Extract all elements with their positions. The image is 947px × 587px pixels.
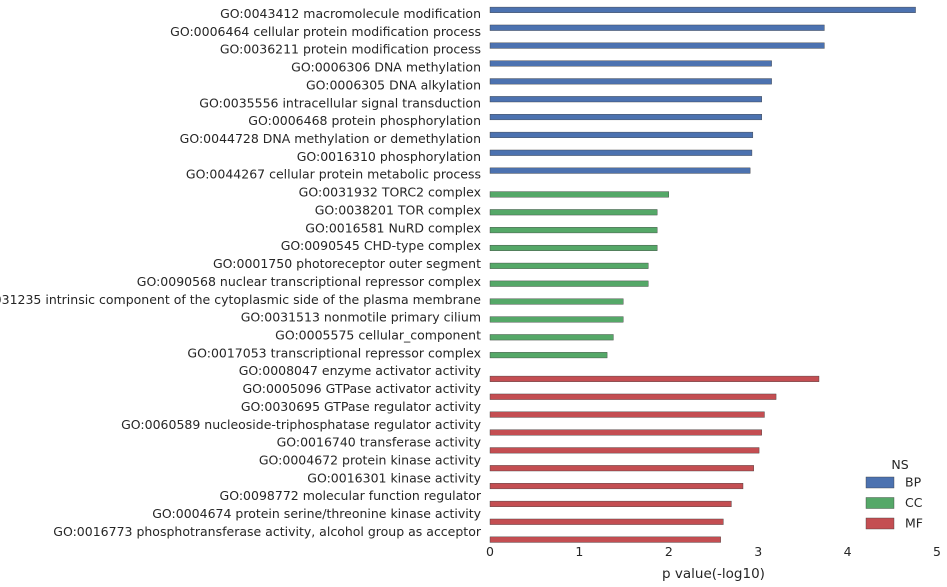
category-label: GO:0016773 phosphotransferase activity, …: [53, 524, 482, 539]
bar-bp: [489, 6, 916, 13]
bar-bp: [489, 42, 825, 49]
bar-bp: [489, 24, 825, 31]
bar-mf: [489, 518, 724, 525]
bar-bp: [489, 96, 762, 103]
category-label: GO:0017053 transcriptional repressor com…: [187, 345, 481, 360]
category-label: GO:0016301 kinase activity: [307, 470, 481, 485]
category-label: GO:0030695 GTPase regulator activity: [241, 399, 482, 414]
category-label: GO:0005096 GTPase activator activity: [242, 381, 481, 396]
bar-cc: [489, 262, 649, 269]
x-tick-label: 0: [486, 544, 494, 559]
x-tick-label: 1: [575, 544, 583, 559]
bar-cc: [489, 227, 658, 234]
bar-cc: [489, 352, 608, 359]
bar-mf: [489, 447, 760, 454]
bar-cc: [489, 280, 649, 287]
x-axis-title: p value(-log10): [662, 566, 765, 582]
bar-bp: [489, 60, 772, 67]
category-label: GO:0006468 protein phosphorylation: [248, 113, 481, 128]
category-label: GO:0060589 nucleoside-triphosphatase reg…: [121, 417, 481, 432]
category-label: GO:0098772 molecular function regulator: [220, 488, 482, 503]
bar-mf: [489, 429, 762, 436]
bar-cc: [489, 191, 670, 198]
category-label: GO:0036211 protein modification process: [220, 42, 481, 57]
bar-bp: [489, 78, 772, 85]
bars-group: [489, 6, 916, 543]
legend: NS BP CC MF: [865, 457, 923, 531]
legend-label-bp: BP: [905, 475, 922, 490]
category-label: GO:0006306 DNA methylation: [291, 60, 481, 75]
category-label: GO:0044728 DNA methylation or demethylat…: [180, 131, 481, 146]
category-label: GO:0038201 TOR complex: [315, 202, 481, 217]
bar-mf: [489, 375, 820, 382]
category-label: GO:0004674 protein serine/threonine kina…: [152, 506, 481, 521]
category-labels: GO:0043412 macromolecule modification GO:…: [0, 6, 482, 539]
legend-label-mf: MF: [905, 516, 923, 531]
category-label: GO:0004672 protein kinase activity: [259, 453, 482, 468]
category-label: GO:0031513 nonmotile primary cilium: [241, 310, 481, 325]
category-label: GO:0016740 transferase activity: [277, 435, 482, 450]
bar-mf: [489, 536, 721, 543]
legend-label-cc: CC: [905, 495, 923, 510]
category-label: GO:0006305 DNA alkylation: [306, 77, 481, 92]
bar-bp: [489, 167, 751, 174]
category-label: GO:0043412 macromolecule modification: [220, 6, 481, 21]
bar-cc: [489, 209, 658, 216]
category-label: GO:0005575 cellular_component: [275, 327, 481, 342]
category-label: GO:0090545 CHD-type complex: [281, 238, 481, 253]
bar-cc: [489, 298, 624, 305]
category-label: GO:0001750 photoreceptor outer segment: [213, 256, 481, 271]
x-axis-ticks: 0 1 2 3 4 5: [486, 544, 941, 559]
legend-swatch-cc: [865, 497, 895, 509]
bar-mf: [489, 500, 732, 507]
x-tick-label: 5: [933, 544, 941, 559]
legend-title: NS: [891, 457, 908, 472]
legend-swatch-bp: [865, 476, 895, 489]
legend-swatch-mf: [865, 517, 895, 530]
bar-cc: [489, 244, 658, 251]
bar-cc: [489, 316, 624, 323]
x-tick-label: 3: [754, 544, 762, 559]
x-tick-label: 4: [844, 544, 852, 559]
bar-mf: [489, 465, 754, 472]
category-label: GO:0035556 intracellular signal transduc…: [199, 95, 481, 110]
bar-mf: [489, 483, 744, 490]
category-label: GO:0006464 cellular protein modification…: [170, 24, 481, 39]
bar-bp: [489, 149, 753, 156]
bar-mf: [489, 393, 777, 400]
category-label: GO:0090568 nuclear transcriptional repre…: [137, 274, 481, 289]
category-label: GO:0016581 NuRD complex: [305, 220, 481, 235]
bar-bp: [489, 114, 762, 121]
x-tick-label: 2: [665, 544, 673, 559]
bar-bp: [489, 131, 754, 138]
category-label: GO:0031235 intrinsic component of the cy…: [0, 292, 481, 307]
category-label: GO:0044267 cellular protein metabolic pr…: [186, 167, 481, 182]
category-label: GO:0031932 TORC2 complex: [299, 185, 481, 200]
category-label: GO:0016310 phosphorylation: [297, 149, 481, 164]
bar-mf: [489, 411, 765, 418]
bar-cc: [489, 334, 614, 341]
category-label: GO:0008047 enzyme activator activity: [239, 363, 482, 378]
